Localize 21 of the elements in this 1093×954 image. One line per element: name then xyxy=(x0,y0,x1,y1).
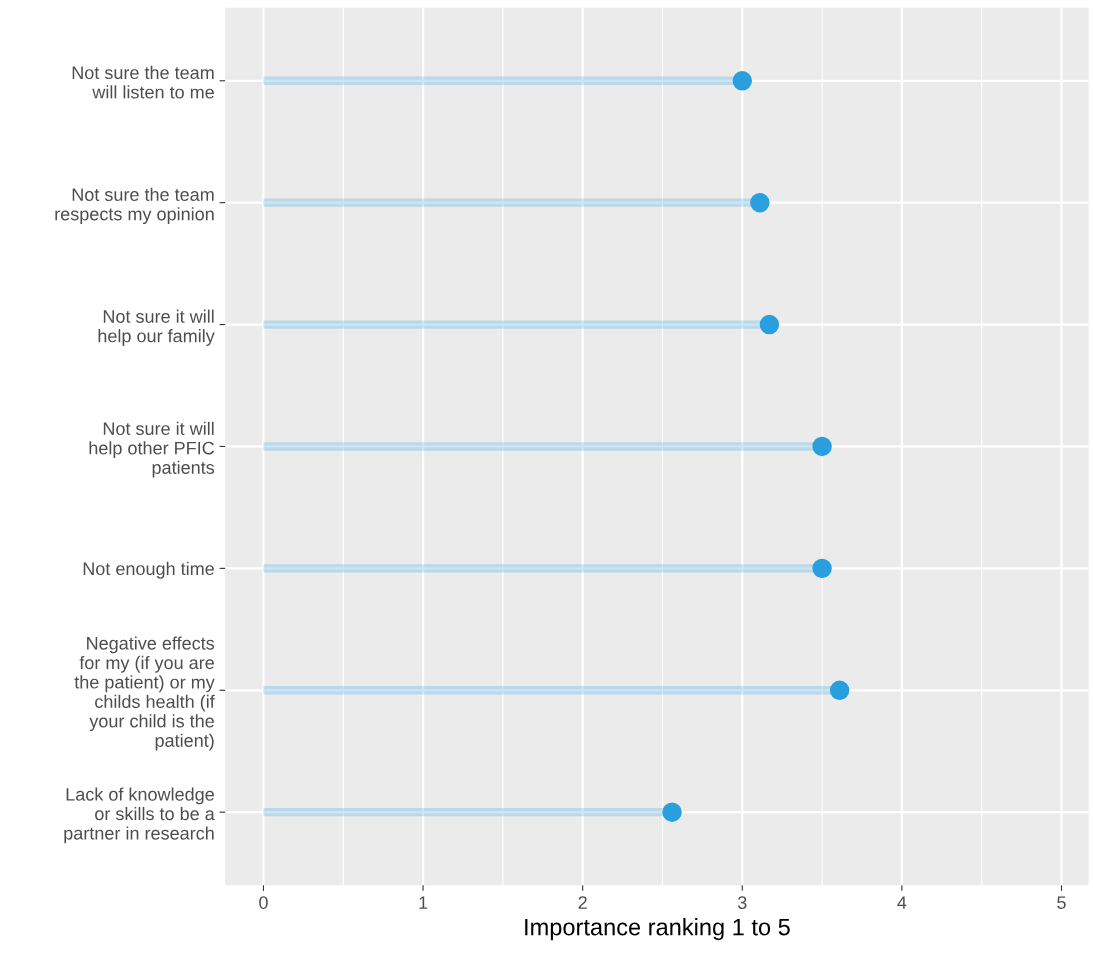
x-tick-label: 2 xyxy=(578,896,587,909)
x-tick-label: 1 xyxy=(419,896,428,909)
y-tick-label: Negative effects for my (if you are the patient) or my childs health (if your child is the patient) xyxy=(74,636,215,751)
point xyxy=(812,436,832,457)
y-tick-label: Not sure the team respects my opinion xyxy=(55,187,214,224)
x-tick-label: 4 xyxy=(897,896,907,909)
y-tick-label: Not enough time xyxy=(83,561,214,579)
x-axis-title: Importance ranking 1 to 5 xyxy=(525,918,790,941)
x-tick-label: 5 xyxy=(1057,896,1066,909)
x-tick-label: 3 xyxy=(737,896,747,909)
point xyxy=(750,192,770,213)
point xyxy=(662,802,682,822)
y-tick-label: Not sure it will help other PFIC patients xyxy=(89,421,215,478)
point xyxy=(759,314,780,335)
point xyxy=(812,558,832,579)
y-tick-label: Lack of knowledge or skills to be a partner in research xyxy=(64,787,215,844)
x-tick-label: 0 xyxy=(259,896,268,909)
y-tick-label: Not sure the team will listen to me xyxy=(72,65,214,99)
point xyxy=(829,680,850,700)
y-tick-label: Not sure it will help our family xyxy=(98,309,215,346)
point xyxy=(732,71,753,91)
